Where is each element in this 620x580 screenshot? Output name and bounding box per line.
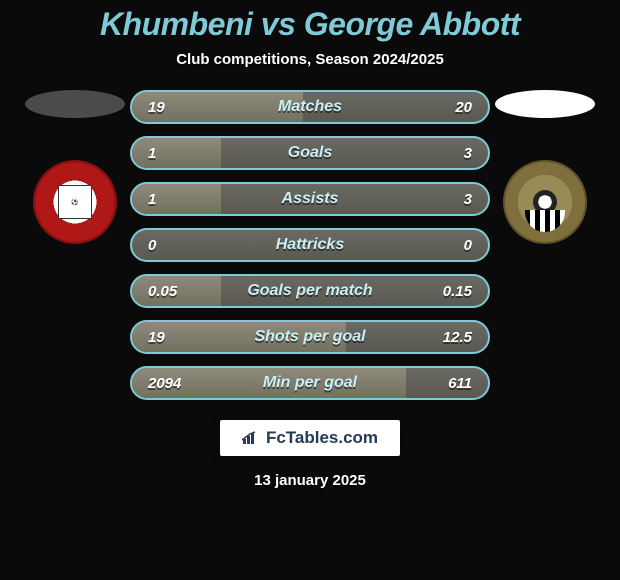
left-player-pill [25,90,125,118]
stat-bar: 0Hattricks0 [130,228,490,262]
page-subtitle: Club competitions, Season 2024/2025 [176,51,444,68]
crest-shield-icon: ⚽ [58,185,92,219]
right-player-pill [495,90,595,118]
stat-label: Hattricks [202,236,418,254]
stat-bar: 1Goals3 [130,136,490,170]
stats-column: 19Matches201Goals31Assists30Hattricks00.… [130,90,490,400]
stat-label: Goals per match [202,282,418,300]
stat-left-value: 1 [132,145,202,162]
chart-icon [242,431,260,445]
stat-right-value: 611 [418,375,488,392]
stat-right-value: 12.5 [418,329,488,346]
comparison-infographic: Khumbeni vs George Abbott Club competiti… [0,0,620,580]
stat-label: Min per goal [202,374,418,392]
stat-left-value: 0.05 [132,283,202,300]
stat-right-value: 0.15 [418,283,488,300]
brand-text: FcTables.com [266,428,378,448]
stat-left-value: 0 [132,237,202,254]
stat-label: Shots per goal [202,328,418,346]
right-player-column [490,90,600,244]
crest-stripes-icon [525,210,565,232]
brand-badge[interactable]: FcTables.com [220,420,400,456]
stat-label: Assists [202,190,418,208]
stat-bar: 2094Min per goal611 [130,366,490,400]
left-club-crest: ⚽ [33,160,117,244]
stat-bar: 19Shots per goal12.5 [130,320,490,354]
right-club-crest [503,160,587,244]
stat-left-value: 2094 [132,375,202,392]
content-row: ⚽ 19Matches201Goals31Assists30Hattricks0… [0,90,620,400]
stat-left-value: 1 [132,191,202,208]
footer: FcTables.com 13 january 2025 [220,420,400,489]
stat-label: Matches [202,98,418,116]
left-player-column: ⚽ [20,90,130,244]
stat-right-value: 20 [418,99,488,116]
stat-label: Goals [202,144,418,162]
page-title: Khumbeni vs George Abbott [100,6,520,43]
stat-right-value: 0 [418,237,488,254]
date-text: 13 january 2025 [254,472,366,489]
stat-right-value: 3 [418,145,488,162]
stat-right-value: 3 [418,191,488,208]
stat-left-value: 19 [132,99,202,116]
stat-bar: 19Matches20 [130,90,490,124]
stat-bar: 1Assists3 [130,182,490,216]
stat-left-value: 19 [132,329,202,346]
stat-bar: 0.05Goals per match0.15 [130,274,490,308]
